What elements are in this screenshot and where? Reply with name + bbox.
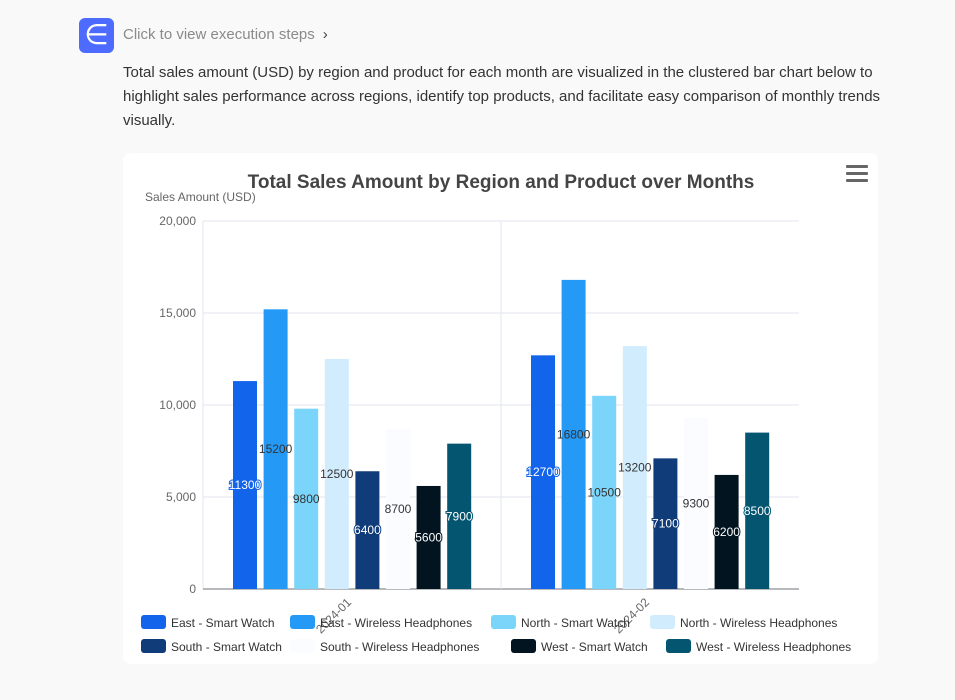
bar-data-label: 5600 <box>415 530 442 544</box>
chart-title: Total Sales Amount by Region and Product… <box>248 172 755 193</box>
bar <box>592 395 617 589</box>
legend-swatch <box>290 615 315 629</box>
bar-data-label: 12700 <box>526 465 560 479</box>
bar-data-label: 7100 <box>652 517 679 531</box>
bar-data-label: 7900 <box>446 509 473 523</box>
bar-data-label: 15200 <box>259 442 293 456</box>
legend-swatch <box>141 639 166 653</box>
steps-label: Click to view execution steps <box>123 26 315 43</box>
legend-swatch <box>141 615 166 629</box>
deepseek-logo-icon: ∈ <box>79 18 114 53</box>
legend-item: North - Smart Watch <box>521 616 630 630</box>
bar <box>622 346 647 589</box>
bar <box>561 279 586 589</box>
view-execution-steps-link[interactable]: Click to view execution steps › <box>123 26 328 43</box>
legend-item: East - Wireless Headphones <box>320 616 472 630</box>
chevron-right-icon: › <box>322 26 328 43</box>
bar-data-label: 16800 <box>557 427 591 441</box>
legend-item: West - Wireless Headphones <box>696 640 851 654</box>
legend-swatch <box>650 615 675 629</box>
y-axis-label: Sales Amount (USD) <box>145 190 256 204</box>
bar <box>653 458 678 589</box>
bar-data-label: 13200 <box>618 461 652 475</box>
y-tick-label: 20,000 <box>159 214 196 228</box>
bar <box>714 474 739 589</box>
bar <box>324 359 349 589</box>
bar <box>745 432 770 589</box>
y-tick-label: 10,000 <box>159 398 196 412</box>
bar <box>355 471 380 589</box>
bar <box>386 428 410 589</box>
bar-data-label: 9300 <box>683 496 710 510</box>
bar-data-label: 9800 <box>293 492 320 506</box>
y-tick-label: 5,000 <box>166 490 196 504</box>
hamburger-menu-icon[interactable] <box>846 163 868 183</box>
legend-swatch <box>290 639 315 653</box>
legend-item: South - Wireless Headphones <box>320 640 479 654</box>
bar <box>531 355 555 589</box>
bar-data-label: 12500 <box>320 467 354 481</box>
y-tick-label: 15,000 <box>159 306 196 320</box>
bar <box>294 408 319 589</box>
bar-data-label: 10500 <box>588 485 622 499</box>
legend-swatch <box>491 615 516 629</box>
legend-item: West - Smart Watch <box>541 640 648 654</box>
bar-data-label: 6400 <box>354 523 381 537</box>
bar <box>233 381 257 589</box>
bar-data-label: 11300 <box>229 478 262 492</box>
bar <box>684 417 708 589</box>
bar-data-label: 8700 <box>385 502 412 516</box>
bar <box>447 443 472 589</box>
legend-item: East - Smart Watch <box>171 616 275 630</box>
y-tick-label: 0 <box>189 582 196 596</box>
legend-swatch <box>511 639 536 653</box>
bar-data-label: 6200 <box>713 525 740 539</box>
description-text: Total sales amount (USD) by region and p… <box>123 64 881 129</box>
bar <box>416 485 441 589</box>
legend-item: North - Wireless Headphones <box>680 616 837 630</box>
bar <box>263 309 288 589</box>
bar-data-label: 8500 <box>744 504 771 518</box>
legend-swatch <box>666 639 691 653</box>
legend-item: South - Smart Watch <box>171 640 282 654</box>
